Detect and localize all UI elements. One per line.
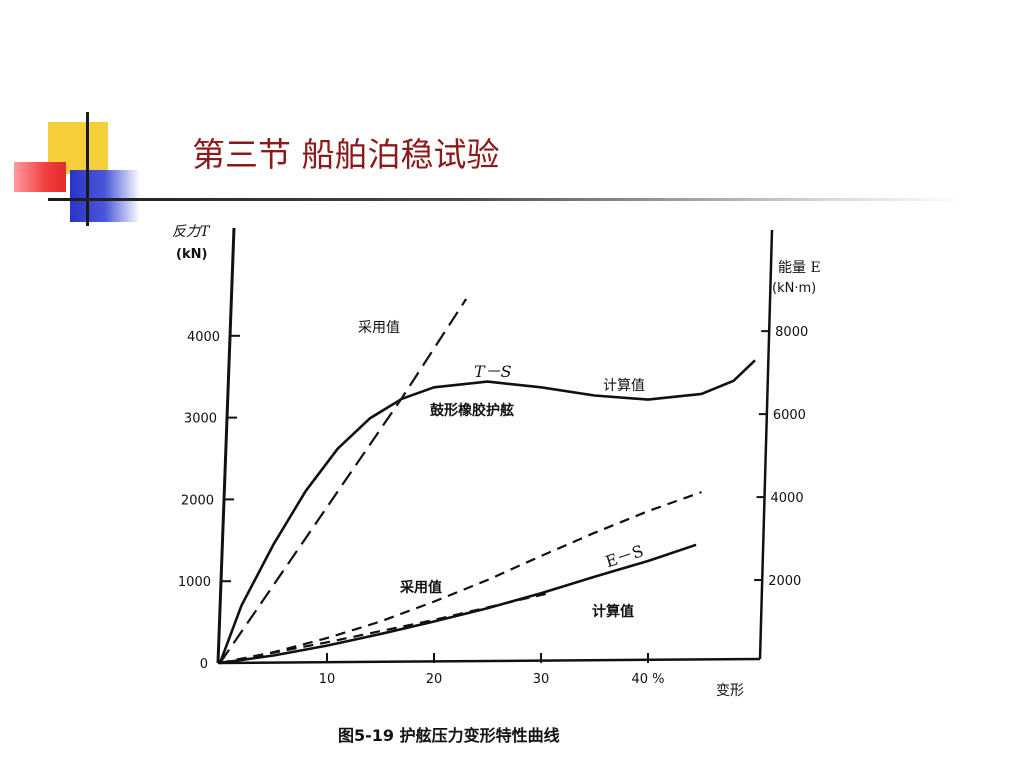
series-line-3 [219,543,697,665]
ts-curve-label: T－S [474,362,512,381]
series-line-4 [219,591,552,665]
fender-label: 鼓形橡胶护舷 [430,402,514,419]
x-tick-label: 30 [533,672,550,687]
right-tick-label: 6000 [773,408,806,423]
right-tick-label: 8000 [775,325,808,340]
ts-adopted-label: 采用值 [358,320,400,336]
axes-group [216,227,774,665]
left-tick-label: 4000 [187,330,220,345]
es-calculated-label: 计算值 [592,603,634,620]
y-axis-left [216,227,236,664]
labels-group: 0 1000 2000 3000 4000 2000 4000 6000 8000 10 20 30 4… [172,224,821,699]
left-tick-label: 0 [200,657,208,672]
x-axis-label: 变形 [716,683,744,699]
series-line-0 [218,359,756,664]
figure-caption: 图5-19 护舷压力变形特性曲线 [338,726,560,745]
curves-group [218,298,756,665]
es-adopted-label: 采用值 [399,579,442,596]
left-tick-label: 3000 [184,412,217,427]
right-tick-label: 4000 [771,491,804,506]
decor-blue-square [70,170,140,222]
y-left-axis-unit: (kN) [176,247,207,262]
slide-title: 第三节 船舶泊稳试验 [192,135,500,174]
decor-red-square [14,162,66,192]
y-left-axis-label: 反力T [172,224,211,240]
decor-vertical-line [86,112,89,226]
fender-chart: 0 1000 2000 3000 4000 2000 4000 6000 8000 10 20 30 4… [172,224,821,699]
x-tick-label: 40 % [631,672,664,687]
right-tick-label: 2000 [768,574,801,589]
x-tick-label: 10 [319,672,336,687]
left-tick-label: 1000 [178,575,211,590]
series-line-2 [219,491,702,665]
x-axis [217,657,761,665]
y-right-axis-label: 能量 E [778,260,821,276]
series-line-1 [219,298,468,664]
y-axis-right [758,229,774,660]
ts-calculated-label: 计算值 [603,378,645,394]
title-underline [48,198,968,201]
left-tick-label: 2000 [181,493,214,508]
x-tick-label: 20 [426,672,443,687]
y-right-axis-unit: (kN·m) [772,281,816,296]
